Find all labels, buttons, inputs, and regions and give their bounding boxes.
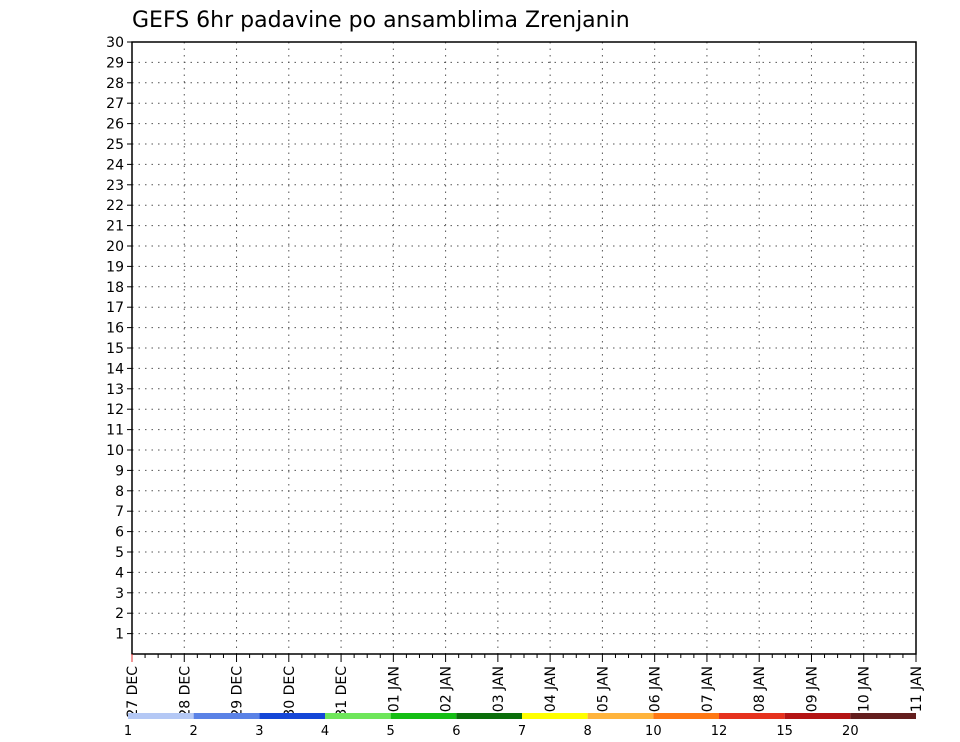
legend-label: 15 bbox=[776, 724, 793, 739]
y-tick-label: 28 bbox=[106, 76, 124, 92]
y-tick-label: 14 bbox=[106, 361, 124, 377]
x-tick-label: 07 JAN bbox=[700, 666, 716, 712]
y-tick-label: 19 bbox=[106, 259, 124, 275]
color-legend: 1 2 3 4 5 6 7 8 10 12 15 20 bbox=[124, 713, 916, 739]
y-tick-label: 11 bbox=[106, 423, 124, 439]
legend-label: 10 bbox=[645, 724, 662, 739]
y-tick-label: 23 bbox=[106, 178, 124, 194]
legend-label: 8 bbox=[584, 724, 592, 739]
legend-swatch bbox=[522, 713, 588, 719]
legend-swatch bbox=[390, 713, 457, 719]
y-tick-label: 22 bbox=[106, 198, 124, 214]
y-tick-label: 24 bbox=[106, 157, 124, 173]
y-tick-label: 3 bbox=[115, 586, 124, 602]
legend-swatch bbox=[193, 713, 260, 719]
x-tick-label: 06 JAN bbox=[648, 666, 664, 712]
legend-label: 12 bbox=[711, 724, 728, 739]
y-tick-label: 15 bbox=[106, 341, 124, 357]
legend-label: 20 bbox=[842, 724, 859, 739]
x-axis: 27 DEC 28 DEC 29 DEC 30 DEC 31 DEC 01 JAN 02 J… bbox=[125, 654, 925, 718]
x-tick-label: 01 JAN bbox=[386, 666, 402, 712]
legend-swatch bbox=[259, 713, 325, 719]
x-tick-label: 29 DEC bbox=[230, 666, 246, 718]
y-tick-label: 8 bbox=[115, 484, 124, 500]
y-tick-label: 1 bbox=[115, 627, 124, 643]
y-tick-label: 25 bbox=[106, 137, 124, 153]
legend-label: 4 bbox=[321, 724, 329, 739]
y-tick-label: 16 bbox=[106, 321, 124, 337]
y-tick-label: 21 bbox=[106, 219, 124, 235]
legend-label: 1 bbox=[124, 724, 132, 739]
legend-swatch bbox=[587, 713, 654, 719]
y-tick-label: 5 bbox=[115, 545, 124, 561]
y-tick-label: 6 bbox=[115, 525, 124, 541]
y-tick-label: 10 bbox=[106, 443, 124, 459]
y-axis: 1234567891011121314151617181920212223242… bbox=[106, 35, 132, 643]
legend-swatch bbox=[128, 713, 194, 719]
legend-label: 7 bbox=[518, 724, 526, 739]
y-tick-label: 27 bbox=[106, 96, 124, 112]
x-tick-label: 27 DEC bbox=[125, 666, 141, 718]
y-tick-label: 4 bbox=[115, 565, 124, 581]
legend-label: 3 bbox=[255, 724, 263, 739]
y-tick-label: 29 bbox=[106, 55, 124, 71]
x-tick-label: 10 JAN bbox=[857, 666, 873, 712]
legend-label: 5 bbox=[387, 724, 395, 739]
legend-label: 6 bbox=[452, 724, 460, 739]
legend-swatch bbox=[653, 713, 719, 719]
x-tick-label: 05 JAN bbox=[595, 666, 611, 712]
x-tick-label: 30 DEC bbox=[282, 666, 298, 718]
x-tick-label: 08 JAN bbox=[752, 666, 768, 712]
legend-swatch bbox=[456, 713, 522, 719]
y-tick-label: 2 bbox=[115, 606, 124, 622]
y-tick-label: 18 bbox=[106, 280, 124, 296]
y-tick-label: 17 bbox=[106, 300, 124, 316]
x-tick-label: 09 JAN bbox=[804, 666, 820, 712]
y-tick-label: 13 bbox=[106, 382, 124, 398]
legend-label: 2 bbox=[190, 724, 198, 739]
chart-title: GEFS 6hr padavine po ansamblima Zrenjani… bbox=[132, 8, 630, 33]
y-tick-label: 7 bbox=[115, 504, 124, 520]
y-tick-label: 20 bbox=[106, 239, 124, 255]
y-tick-label: 12 bbox=[106, 402, 124, 418]
y-tick-label: 26 bbox=[106, 117, 124, 133]
legend-swatch bbox=[850, 713, 916, 719]
y-tick-label: 9 bbox=[115, 463, 124, 479]
x-tick-label: 02 JAN bbox=[439, 666, 455, 712]
x-tick-label: 04 JAN bbox=[543, 666, 559, 712]
y-tick-label: 30 bbox=[106, 35, 124, 51]
grid-layer bbox=[132, 41, 916, 654]
x-tick-label: 31 DEC bbox=[334, 666, 350, 718]
x-tick-label: 28 DEC bbox=[177, 666, 193, 718]
legend-swatch bbox=[325, 713, 391, 719]
x-tick-label: 03 JAN bbox=[491, 666, 507, 712]
legend-swatch bbox=[719, 713, 785, 719]
x-tick-label: 11 JAN bbox=[909, 666, 925, 712]
legend-swatch bbox=[784, 713, 851, 719]
